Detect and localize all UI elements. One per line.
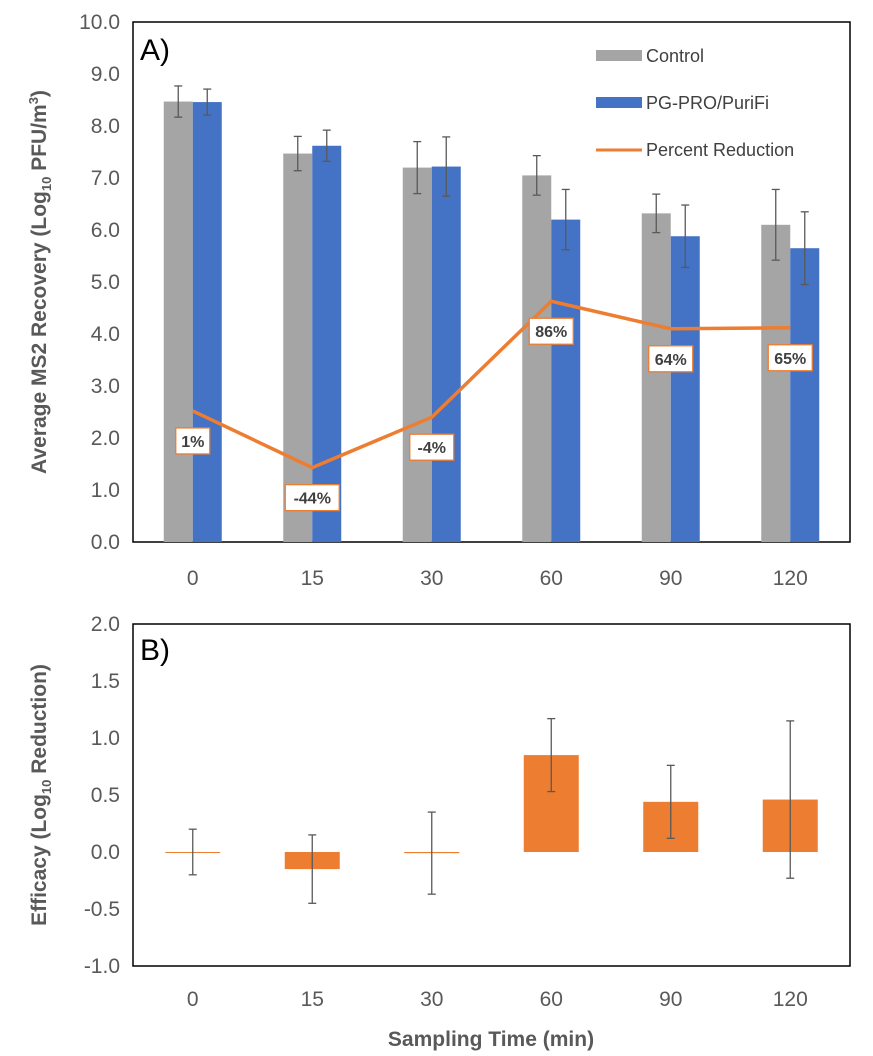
panel-a-x-tick-label: 15: [301, 567, 324, 590]
bar-pg-pro-purifi-0: [192, 102, 222, 542]
panel-b-y-tick-label: 1.5: [91, 670, 120, 693]
panel-a-y-tick-label: 5.0: [91, 271, 120, 294]
panel-a-x-tick-label: 90: [659, 567, 682, 590]
svg-text:64%: 64%: [655, 352, 687, 369]
panel-a-y-tick-label: 0.0: [91, 531, 120, 554]
data-label-percent-reduction-120: 65%: [767, 344, 813, 372]
bar-control-60: [522, 175, 552, 542]
svg-text:65%: 65%: [774, 351, 806, 368]
percent-reduction-line: [192, 299, 791, 470]
error-bar-control-15: [293, 135, 302, 172]
panel-b-x-tick-label: 120: [773, 988, 808, 1011]
error-bar-control-90: [652, 193, 661, 234]
legend-swatch-control: [596, 50, 642, 61]
legend-label-control: Control: [646, 46, 704, 66]
panel-a-y-tick-label: 3.0: [91, 375, 120, 398]
panel-b: B) -1.0-0.50.00.51.01.52.0 0 15 30 60 90 120 …: [28, 613, 851, 1051]
legend-entry-pg-pro-purifi: PG-PRO/PuriFi: [596, 93, 769, 113]
panel-a-y-tick-label: 7.0: [91, 167, 120, 190]
error-bar-pg-pro-purifi-90: [681, 204, 690, 269]
svg-text:1%: 1%: [181, 434, 204, 451]
panel-a-x-tick-label: 30: [420, 567, 443, 590]
bar-pg-pro-purifi-15: [312, 145, 342, 542]
data-label-percent-reduction-0: 1%: [175, 427, 211, 455]
data-label-percent-reduction-90: 64%: [648, 345, 694, 373]
panel-a-y-tick-label: 8.0: [91, 115, 120, 138]
panel-a: A) 0.0 1.0 2.0 3.0 4.0 5.0 6.0 7.0 8.0 9.0 10.0 0 1…: [26, 11, 851, 590]
panel-b-y-axis-title: Efficacy (Log10 Reduction): [28, 664, 54, 926]
panel-b-x-tick-label: 30: [420, 988, 443, 1011]
bar-control-90: [641, 213, 671, 543]
bar-pg-pro-purifi-60: [551, 219, 581, 542]
panel-a-y-tick-label: 6.0: [91, 219, 120, 242]
error-bar-efficacy-90: [666, 764, 675, 839]
error-bar-pg-pro-purifi-60: [561, 188, 570, 251]
panel-a-x-tick-label: 120: [773, 567, 808, 590]
panel-b-y-tick-label: 2.0: [91, 613, 120, 636]
panel-a-y-tick-label: 10.0: [79, 11, 120, 34]
svg-text:86%: 86%: [535, 324, 567, 341]
bar-pg-pro-purifi-30: [431, 166, 461, 542]
panel-a-x-tick-label: 60: [540, 567, 563, 590]
error-bar-efficacy-0: [188, 828, 197, 876]
panel-b-y-tick-label: -0.5: [84, 898, 120, 921]
panel-b-frame: [132, 623, 851, 967]
panel-a-y-tick-label: 4.0: [91, 323, 120, 346]
data-label-percent-reduction-60: 86%: [528, 317, 574, 345]
panel-b-y-tick-label: -1.0: [84, 955, 120, 978]
svg-text:-4%: -4%: [418, 440, 446, 457]
error-bar-control-60: [532, 154, 541, 196]
legend-entry-control: Control: [596, 46, 704, 66]
panel-a-y-tick-label: 2.0: [91, 427, 120, 450]
legend: Control PG-PRO/PuriFi Percent Reduction: [596, 46, 794, 160]
panel-a-frame: [132, 21, 851, 543]
panel-b-x-tick-label: 15: [301, 988, 324, 1011]
data-label-percent-reduction-30: -4%: [409, 433, 455, 461]
legend-label-pg-pro-purifi: PG-PRO/PuriFi: [646, 93, 769, 113]
error-bar-efficacy-120: [786, 720, 795, 879]
panel-a-y-tick-label: 9.0: [91, 63, 120, 86]
bar-control-0: [163, 101, 193, 542]
error-bar-control-0: [174, 85, 183, 118]
legend-entry-percent-reduction: Percent Reduction: [596, 140, 794, 160]
bar-control-30: [402, 167, 432, 542]
error-bar-efficacy-30: [427, 811, 436, 895]
panel-b-x-tick-label: 90: [659, 988, 682, 1011]
panel-a-y-axis-title: Average MS2 Recovery (Log10 PFU/m3): [26, 90, 54, 474]
data-label-percent-reduction-15: -44%: [284, 483, 340, 512]
panel-b-label: B): [140, 634, 170, 667]
svg-text:-44%: -44%: [294, 491, 331, 508]
legend-label-percent-reduction: Percent Reduction: [646, 140, 794, 160]
error-bar-pg-pro-purifi-0: [203, 88, 212, 116]
panel-b-x-tick-label: 0: [187, 988, 199, 1011]
panel-a-x-tick-label: 0: [187, 567, 199, 590]
panel-b-x-axis-title: Sampling Time (min): [388, 1028, 594, 1051]
error-bar-efficacy-15: [308, 834, 317, 904]
panel-b-x-tick-label: 60: [540, 988, 563, 1011]
panel-b-y-tick-label: 0.5: [91, 784, 120, 807]
bar-control-15: [283, 153, 313, 542]
bar-pg-pro-purifi-120: [790, 248, 820, 542]
error-bar-pg-pro-purifi-15: [322, 129, 331, 163]
panel-a-label: A): [140, 34, 170, 67]
bar-pg-pro-purifi-90: [670, 236, 700, 543]
panel-a-y-tick-label: 1.0: [91, 479, 120, 502]
error-bar-pg-pro-purifi-120: [800, 211, 809, 286]
error-bar-pg-pro-purifi-30: [442, 136, 451, 197]
error-bar-control-120: [771, 188, 780, 261]
panel-b-y-tick-label: 0.0: [91, 841, 120, 864]
panel-b-y-tick-label: 1.0: [91, 727, 120, 750]
legend-swatch-pg-pro-purifi: [596, 97, 642, 108]
error-bar-control-30: [413, 140, 422, 195]
error-bar-efficacy-60: [547, 717, 556, 793]
bar-control-120: [761, 224, 791, 543]
